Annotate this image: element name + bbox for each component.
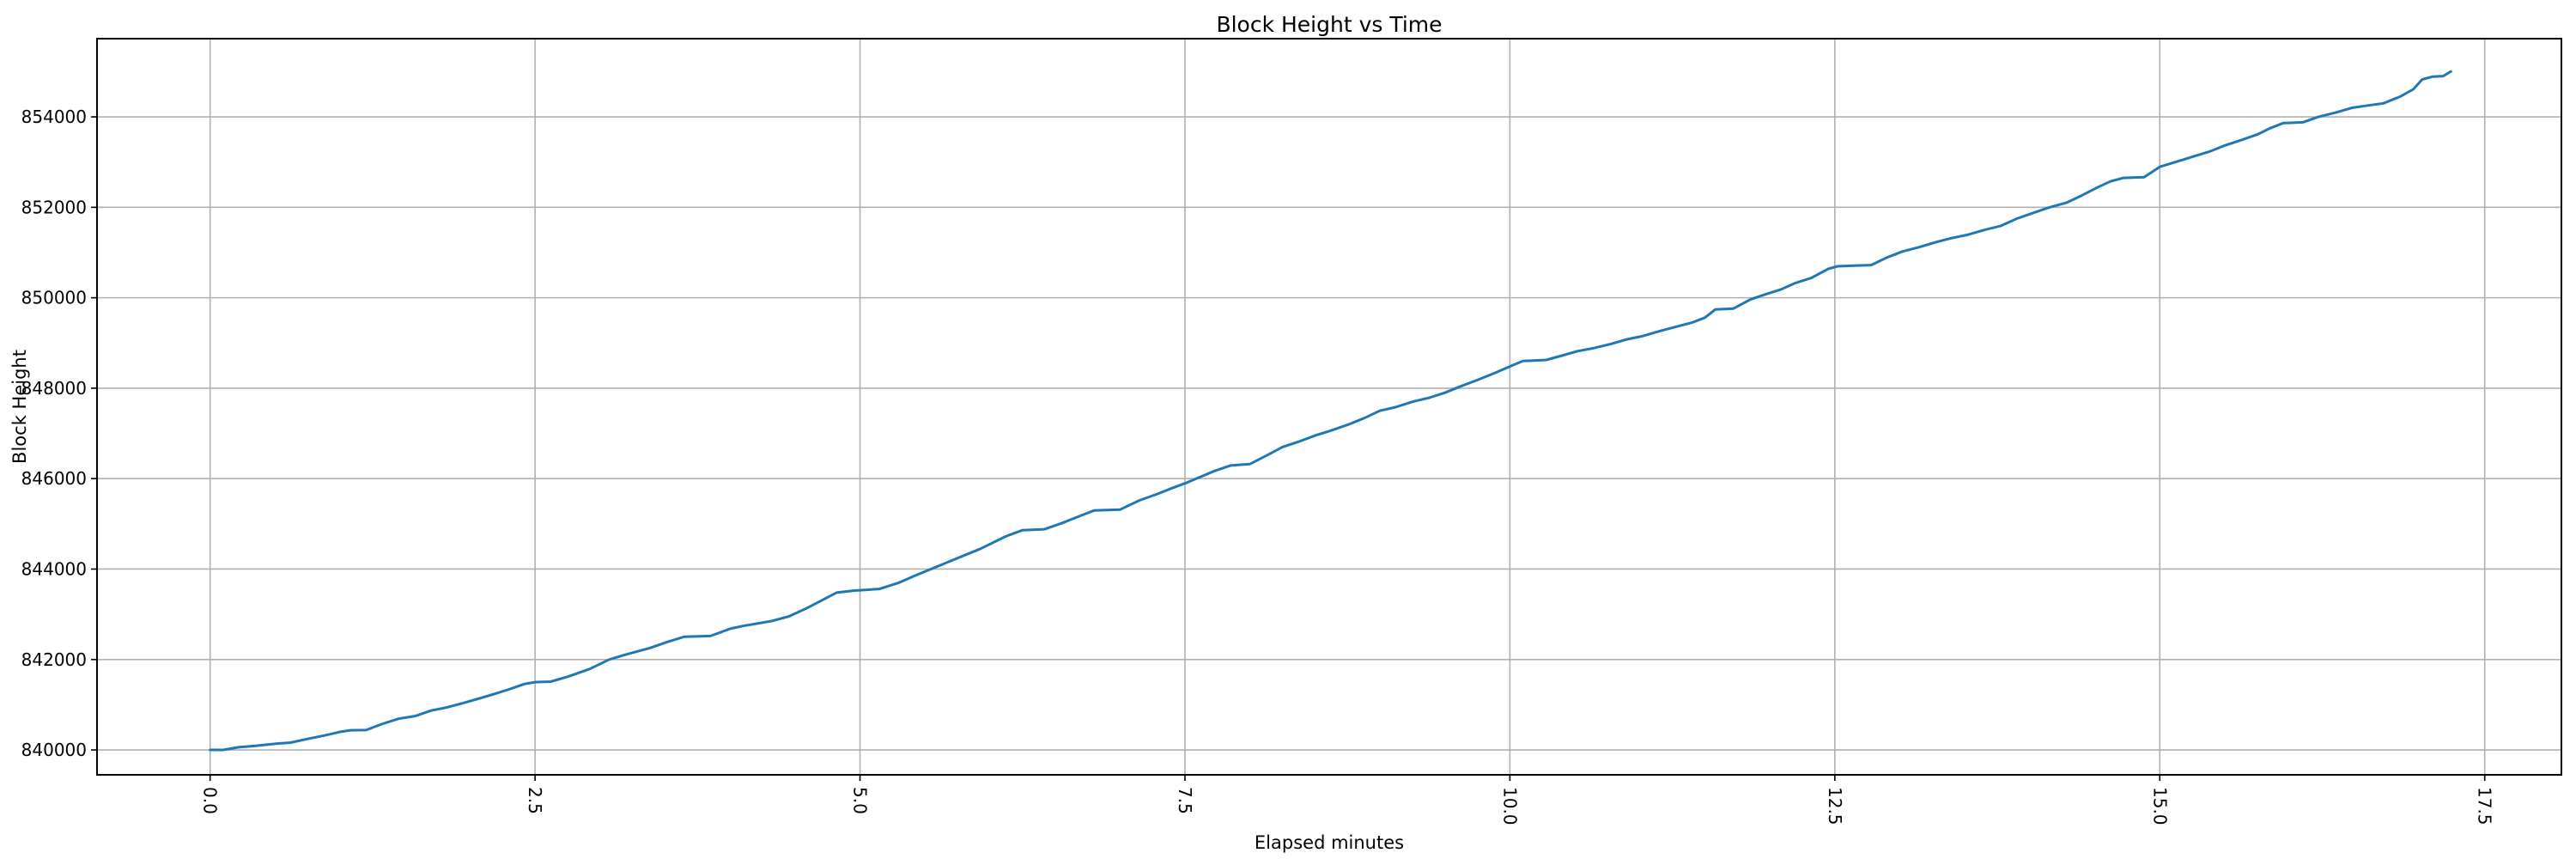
x-axis-label: Elapsed minutes [1255,832,1404,853]
series-line-block-height [209,70,2452,752]
x-tick-label: 7.5 [1175,787,1195,814]
x-tick-label: 12.5 [1825,787,1845,825]
tick-label-layer: 0.0 2.5 5.0 7.5 10.0 12.5 15.0 17.5 840000 842000… [21,107,2495,825]
y-tick-label: 850000 [21,288,87,308]
tick-layer [91,116,2486,781]
x-tick-label: 17.5 [2475,787,2495,825]
x-tick-label: 2.5 [525,787,545,814]
grid-layer [97,39,2561,775]
x-tick-label: 10.0 [1499,787,1520,825]
y-tick-label: 846000 [21,468,87,489]
series-layer [209,70,2452,752]
y-tick-label: 848000 [21,378,87,399]
axes-spines [96,38,2562,776]
y-tick-label: 840000 [21,740,87,760]
y-tick-label: 854000 [21,107,87,127]
chart-title: Block Height vs Time [1216,12,1442,37]
x-tick-label: 15.0 [2149,787,2170,825]
y-axis-label: Block Height [9,350,30,464]
x-tick-label: 5.0 [850,787,871,814]
y-tick-label: 842000 [21,649,87,670]
y-tick-label: 844000 [21,558,87,579]
y-tick-label: 852000 [21,197,87,217]
spine-layer [96,38,2562,776]
x-tick-label: 0.0 [200,787,221,814]
